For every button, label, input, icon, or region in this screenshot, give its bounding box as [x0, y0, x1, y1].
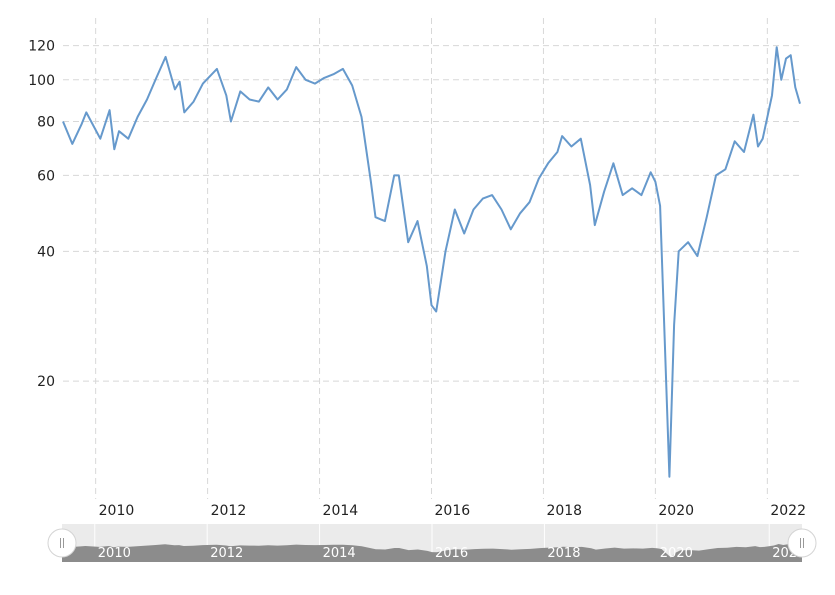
navigator-left-handle[interactable] [47, 528, 77, 558]
handle-grip-icon [60, 538, 64, 548]
x-tick-label: 2014 [323, 503, 359, 519]
navigator-label: 2010 [98, 546, 131, 561]
navigator-label: 2012 [210, 546, 243, 561]
y-tick-label: 120 [28, 39, 55, 55]
x-axis: 2010 2012 2014 2016 2018 2020 2022 [99, 503, 806, 519]
navigator[interactable]: 2010 2012 2014 2016 2018 2020 2022 [47, 524, 817, 562]
y-tick-label: 60 [37, 168, 55, 184]
y-tick-label: 20 [37, 374, 55, 390]
y-tick-label: 40 [37, 244, 55, 260]
grid [63, 18, 800, 499]
x-tick-label: 2018 [546, 503, 582, 519]
x-tick-label: 2012 [211, 503, 247, 519]
x-tick-label: 2016 [435, 503, 471, 519]
x-tick-label: 2010 [99, 503, 135, 519]
navigator-label: 2014 [323, 546, 356, 561]
handle-grip-icon [800, 538, 804, 548]
navigator-area [62, 544, 802, 562]
y-tick-label: 80 [37, 115, 55, 131]
navigator-right-handle[interactable] [787, 528, 817, 558]
navigator-label: 2020 [660, 546, 693, 561]
y-tick-label: 100 [28, 73, 55, 89]
handle-circle[interactable] [787, 528, 817, 558]
x-tick-label: 2020 [658, 503, 694, 519]
series-layer [62, 46, 801, 478]
navigator-labels: 2010 2012 2014 2016 2018 2020 2022 [98, 546, 806, 561]
x-tick-label: 2022 [770, 503, 806, 519]
navigator-label: 2018 [547, 546, 580, 561]
y-axis: 20 40 60 80 100 120 [28, 39, 55, 390]
handle-circle[interactable] [47, 528, 77, 558]
navigator-label: 2016 [435, 546, 468, 561]
series-line [62, 46, 801, 478]
